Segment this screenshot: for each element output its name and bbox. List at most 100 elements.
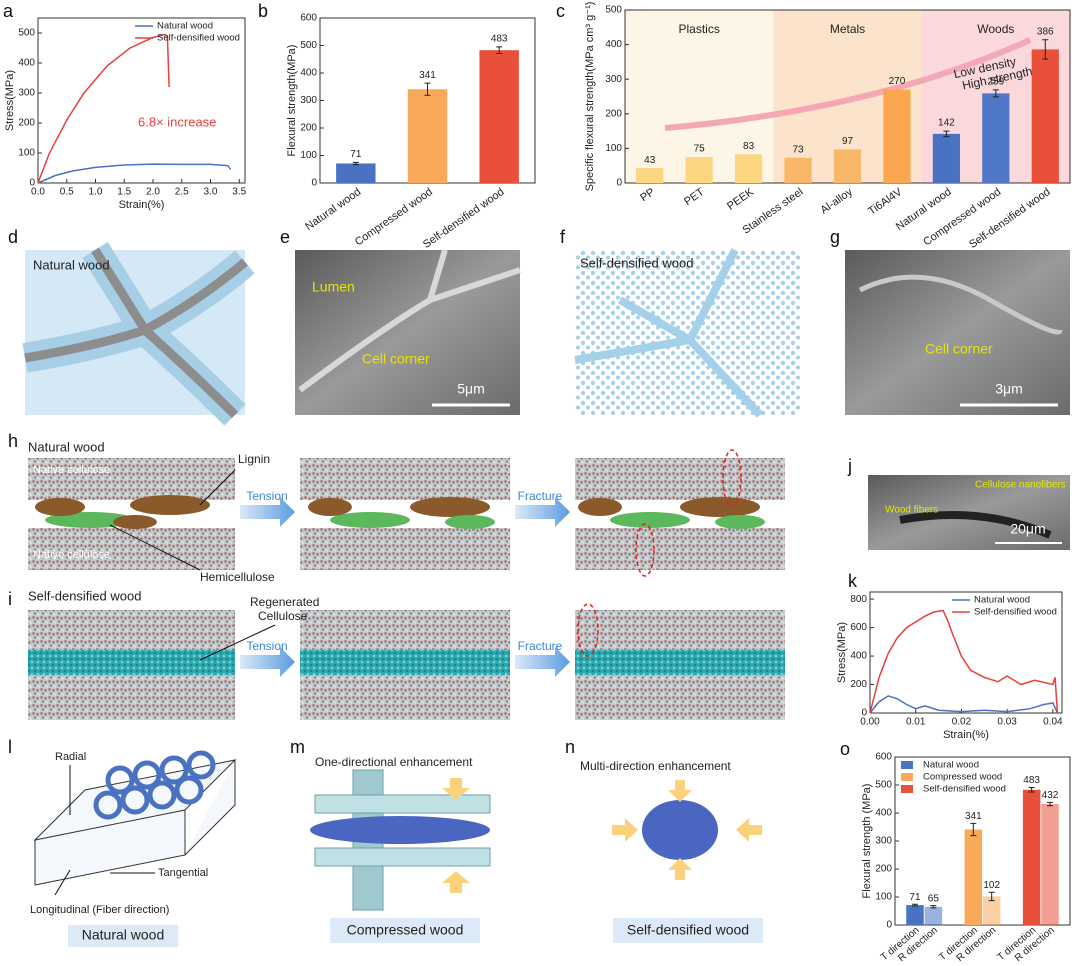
bar [1041,804,1059,925]
error-bar [1047,801,1054,807]
panel-letter: e [280,227,290,247]
value-label: 341 [419,70,436,81]
x-tick-label: 1.5 [117,187,131,198]
y-tick-label: 0 [886,920,892,931]
panel-letter: a [3,1,14,21]
label: Native cellulose [33,464,110,476]
y-tick-label: 100 [875,892,892,903]
panel-letter: i [8,589,12,609]
label: Cell corner [362,351,430,367]
charts: a 0 100 200 300 400 500 Stress(MPa) 0.0 0.5 1.0 1.5… [3,1,1071,964]
label: Tension [246,489,287,503]
y-tick-label: 600 [300,13,317,24]
line [869,695,1059,714]
bar [636,168,664,183]
bar [982,896,1001,925]
x-tick-label: 0.00 [860,717,880,728]
x-tick-label: 2.5 [175,187,189,198]
region-label: Metals [830,22,865,36]
label: Natural wood [82,927,165,943]
error-bar [930,905,937,909]
label: Lignin [238,452,270,466]
value-label: 142 [938,118,955,129]
plot-frame [869,591,1063,714]
bar [964,829,983,925]
panel-letter: d [8,227,18,247]
x-tick-label: Ti6Al4V [866,186,905,218]
y-tick-label: 600 [875,752,892,763]
bar [982,93,1010,183]
error-bar [911,903,918,907]
y-tick-label: 0 [616,178,622,189]
y-axis-label: Flexural strength(MPa) [286,45,298,157]
x-tick-label: 2.0 [146,187,160,198]
panel-n: n Multi-direction enhancement Self-densi… [565,737,763,943]
legend-label: Natural wood [923,760,979,771]
y-axis-label: Specific flexural strength(MPa cm³ g⁻¹) [584,2,596,192]
annotation: 6.8× increase [138,114,216,129]
value-label: 341 [965,811,982,822]
trend-arrow [664,37,1032,131]
bar [1022,789,1041,925]
y-tick-label: 500 [605,5,622,16]
y-tick-label: 300 [875,836,892,847]
y-tick-label: 400 [18,58,35,69]
panel-letter: f [560,227,566,247]
panel-letter: c [556,1,565,21]
y-tick-label: 0 [861,708,867,719]
value-label: 259 [987,77,1004,88]
y-tick-label: 400 [850,651,867,662]
label: Natural wood [33,257,110,272]
value-label: 483 [491,34,508,45]
value-label: 65 [928,893,940,904]
bar [685,157,713,183]
panel-letter: l [8,737,12,757]
y-tick-label: 100 [300,150,317,161]
error-bar [424,82,431,96]
y-tick-label: 800 [850,594,867,605]
panel-letter: o [840,739,850,759]
legend-label: Natural wood [974,595,1030,606]
label: Fracture [518,639,563,653]
bar [407,89,448,183]
label: Cellulose [258,609,308,623]
legend-label: Self-densified wood [974,607,1057,618]
x-tick-label: 0.03 [997,717,1017,728]
panel-letter: h [8,431,18,451]
y-tick-label: 400 [875,808,892,819]
panel-m: m One-directional enhancement Compressed… [290,737,491,943]
label: Cellulose nanofibers [975,480,1066,491]
y-axis-label: Stress(MPa) [836,622,848,683]
value-label: 97 [842,136,854,147]
value-label: 75 [694,144,706,155]
x-tick-label: 0.01 [906,717,926,728]
y-tick-label: 200 [850,679,867,690]
x-tick-label: Al-alloy [818,186,855,217]
x-tick-label: Natural wood [303,186,363,233]
label: Radial [55,751,86,763]
bar [784,157,812,183]
bar [336,163,376,183]
label: Natural wood [28,439,105,454]
bar [924,906,943,925]
legend-label: Self-densified wood [923,784,1006,795]
scale-bar: 3μm [995,381,1023,397]
x-tick-label: 3.5 [232,187,246,198]
y-tick-label: 100 [605,143,622,154]
panel-letter: n [565,737,575,757]
error-bar [943,130,950,138]
label: Self-densified wood [627,922,749,938]
y-tick-label: 600 [850,622,867,633]
label: Tension [246,639,287,653]
y-tick-label: 300 [18,88,35,99]
label: Regenerated [250,595,319,609]
error-bar [1042,39,1049,60]
label: Wood fibers [885,505,938,516]
label: Tangential [158,867,208,879]
x-tick-label: 0.02 [952,717,972,728]
value-label: 73 [792,144,804,155]
y-tick-label: 0 [29,178,35,189]
panel-letter: g [830,227,840,247]
bar [735,154,763,183]
label: Longitudinal (Fiber direction) [30,904,169,916]
